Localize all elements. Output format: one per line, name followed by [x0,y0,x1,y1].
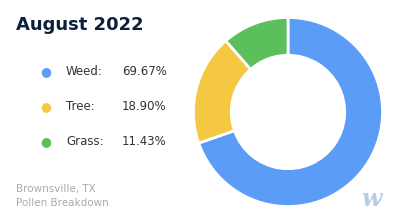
Text: w: w [362,187,382,211]
Text: ●: ● [40,135,51,148]
Text: 18.90%: 18.90% [122,100,167,113]
Text: Grass:: Grass: [66,135,104,148]
Wedge shape [199,17,382,207]
Wedge shape [194,41,251,143]
Text: Brownsville, TX
Pollen Breakdown: Brownsville, TX Pollen Breakdown [16,184,109,208]
Text: ●: ● [40,65,51,78]
Text: August 2022: August 2022 [16,16,144,34]
Text: 69.67%: 69.67% [122,65,167,78]
Text: Weed:: Weed: [66,65,103,78]
Text: 11.43%: 11.43% [122,135,167,148]
Text: Tree:: Tree: [66,100,95,113]
Wedge shape [226,17,288,69]
Text: ●: ● [40,100,51,113]
